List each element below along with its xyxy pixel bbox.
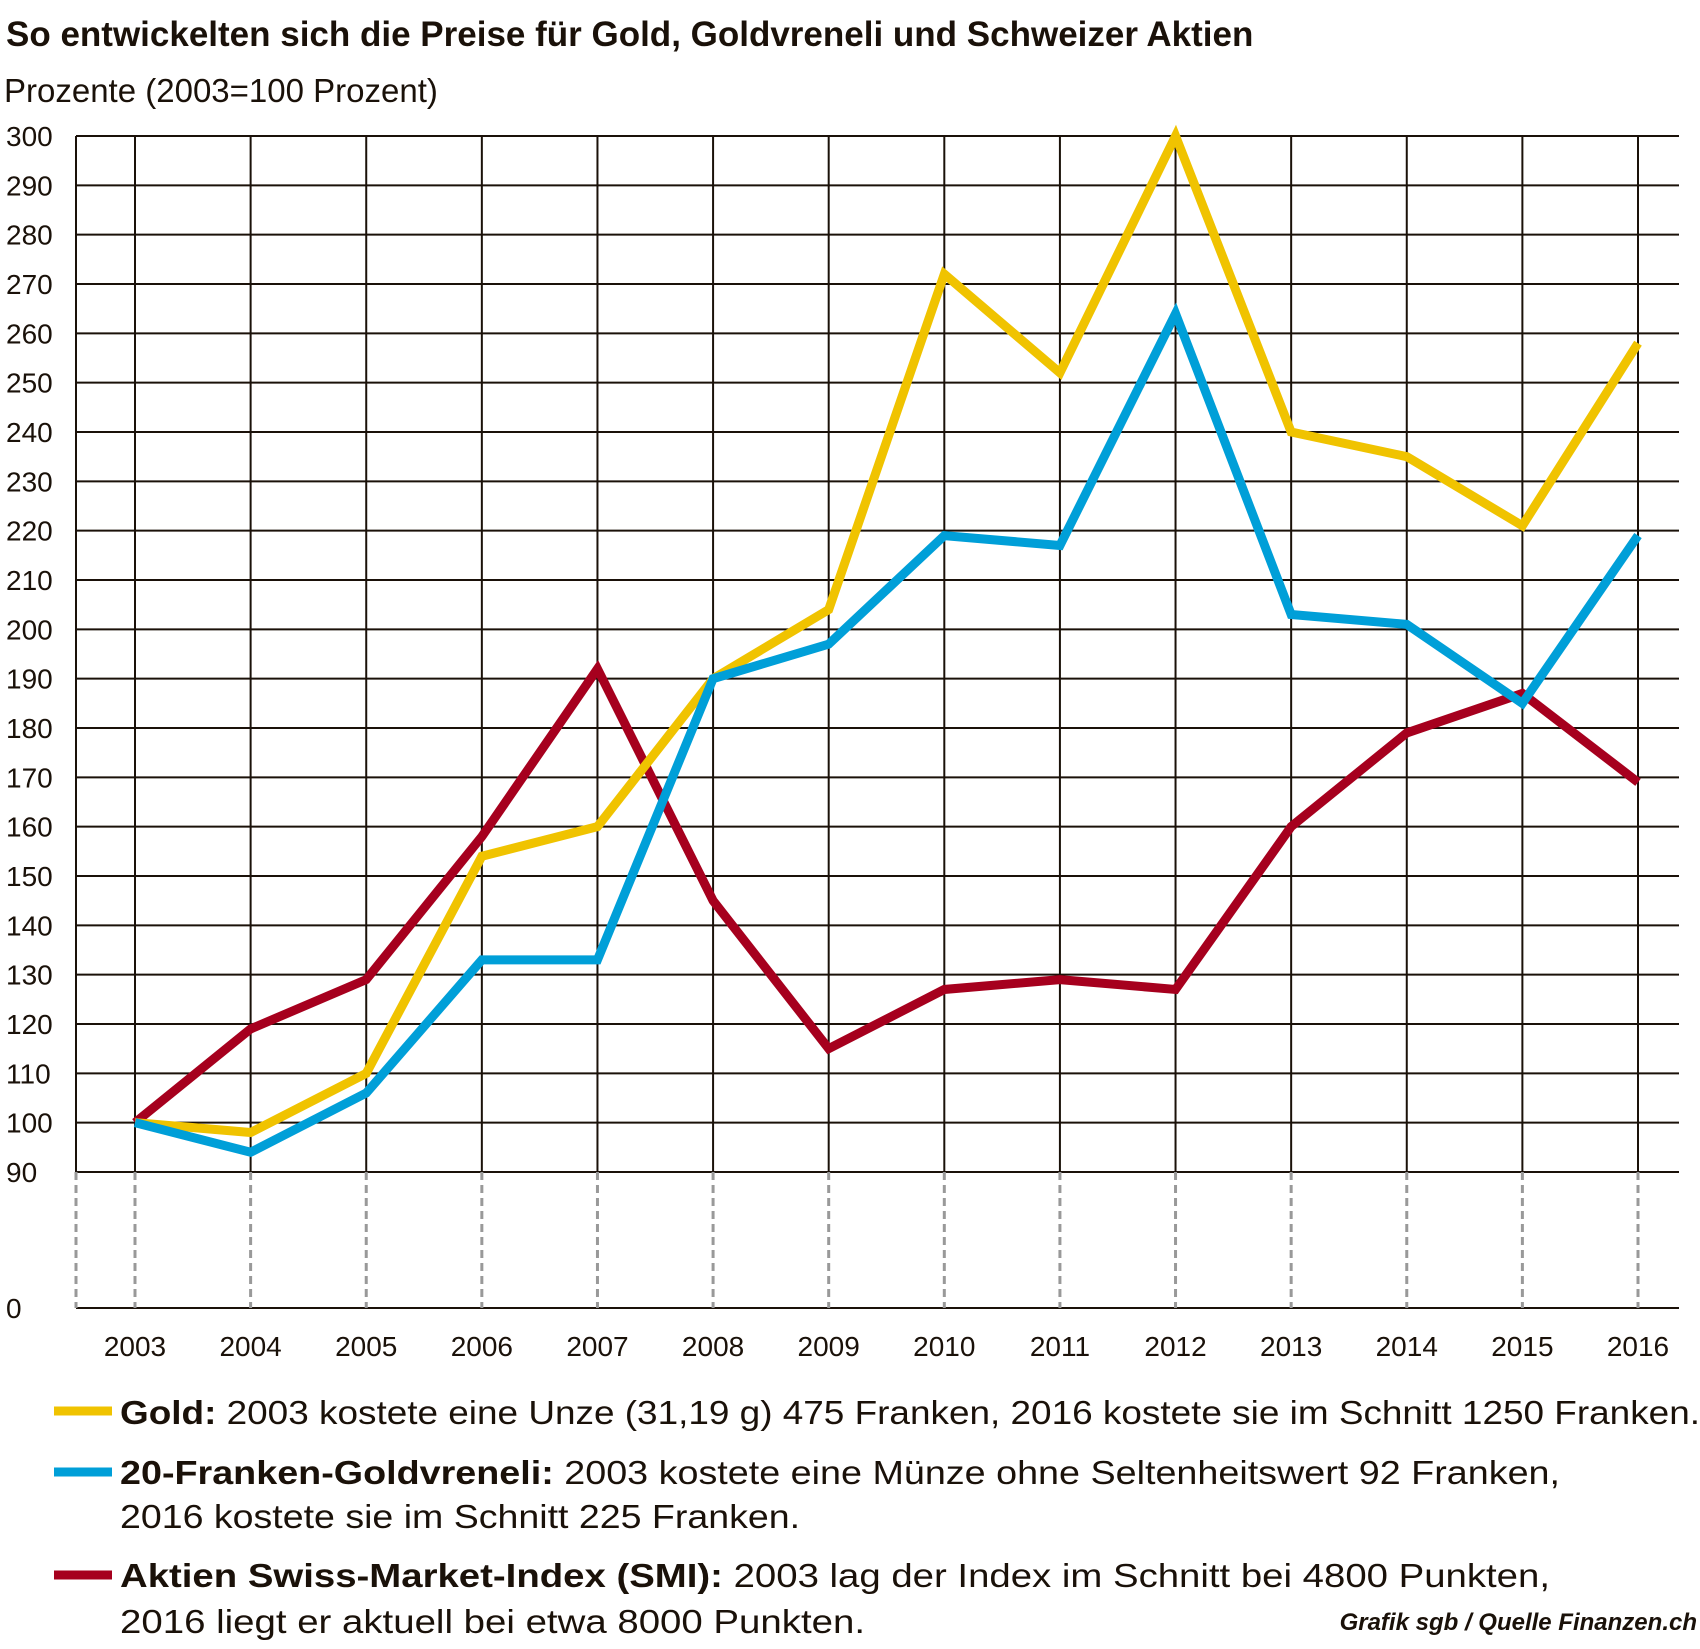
x-tick-label: 2004 bbox=[219, 1331, 281, 1362]
y-tick-label: 300 bbox=[6, 121, 53, 152]
x-tick-label: 2010 bbox=[913, 1331, 975, 1362]
y-tick-label: 90 bbox=[6, 1157, 37, 1188]
y-tick-label: 0 bbox=[6, 1293, 22, 1324]
x-tick-label: 2005 bbox=[335, 1331, 397, 1362]
x-tick-label: 2013 bbox=[1260, 1331, 1322, 1362]
y-ticks: 300 290 280 270 260 250 240 230 220 210 200 190 180 1… bbox=[6, 121, 53, 1324]
y-tick-label: 130 bbox=[6, 960, 53, 991]
x-tick-label: 2006 bbox=[451, 1331, 513, 1362]
x-ticks: 2003 2004 2005 2006 2007 2008 2009 2010 2011 2012… bbox=[104, 1331, 1669, 1362]
series-line-gold bbox=[134, 124, 1642, 1138]
x-tick-label: 2008 bbox=[682, 1331, 744, 1362]
y-tick-label: 200 bbox=[6, 614, 53, 645]
legend-item-vreneli: 20-Franken-Goldvreneli: 2003 kostete ein… bbox=[54, 1454, 1560, 1535]
y-tick-label: 190 bbox=[6, 664, 53, 695]
legend-text-gold: Gold: 2003 kostete eine Unze (31,19 g) 4… bbox=[120, 1394, 1700, 1431]
legend-item-smi: Aktien Swiss-Market-Index (SMI): 2003 la… bbox=[54, 1557, 1550, 1640]
legend-text-smi-2: 2016 liegt er aktuell bei etwa 8000 Punk… bbox=[120, 1603, 865, 1640]
y-tick-label: 280 bbox=[6, 220, 53, 251]
legend: Gold: 2003 kostete eine Unze (31,19 g) 4… bbox=[54, 1394, 1700, 1640]
legend-text-smi: Aktien Swiss-Market-Index (SMI): 2003 la… bbox=[120, 1557, 1550, 1594]
y-tick-label: 290 bbox=[6, 170, 53, 201]
x-tick-label: 2011 bbox=[1030, 1331, 1090, 1362]
x-tick-label: 2012 bbox=[1144, 1331, 1206, 1362]
y-tick-label: 250 bbox=[6, 368, 53, 399]
grid bbox=[74, 135, 1679, 1309]
y-tick-label: 140 bbox=[6, 910, 53, 941]
chart-title: So entwickelten sich die Preise für Gold… bbox=[6, 15, 1253, 54]
y-tick-label: 260 bbox=[6, 318, 53, 349]
y-axis-label: Prozente (2003=100 Prozent) bbox=[4, 72, 438, 109]
y-tick-label: 110 bbox=[6, 1058, 51, 1089]
y-tick-label: 150 bbox=[6, 861, 53, 892]
y-tick-label: 230 bbox=[6, 466, 53, 497]
series-line-vreneli bbox=[133, 302, 1642, 1158]
x-tick-label: 2014 bbox=[1376, 1331, 1438, 1362]
series-lines bbox=[132, 124, 1642, 1158]
y-tick-label: 240 bbox=[6, 417, 53, 448]
legend-text-vreneli: 20-Franken-Goldvreneli: 2003 kostete ein… bbox=[120, 1454, 1560, 1491]
y-tick-label: 270 bbox=[6, 269, 53, 300]
legend-item-gold: Gold: 2003 kostete eine Unze (31,19 g) 4… bbox=[54, 1394, 1700, 1431]
y-tick-label: 210 bbox=[6, 565, 53, 596]
y-tick-label: 160 bbox=[6, 812, 53, 843]
y-tick-label: 180 bbox=[6, 713, 53, 744]
x-tick-label: 2007 bbox=[566, 1331, 628, 1362]
y-tick-label: 100 bbox=[6, 1108, 53, 1139]
y-tick-label: 220 bbox=[6, 516, 53, 547]
source-credit: Grafik sgb / Quelle Finanzen.ch bbox=[1340, 1609, 1697, 1636]
y-tick-label: 170 bbox=[6, 762, 53, 793]
series-line-smi bbox=[132, 659, 1641, 1127]
x-tick-label: 2003 bbox=[104, 1331, 166, 1362]
legend-text-vreneli-2: 2016 kostete sie im Schnitt 225 Franken. bbox=[120, 1498, 800, 1535]
x-tick-label: 2009 bbox=[798, 1331, 860, 1362]
x-tick-label: 2015 bbox=[1491, 1331, 1553, 1362]
y-tick-label: 120 bbox=[6, 1009, 53, 1040]
x-tick-label: 2016 bbox=[1607, 1331, 1669, 1362]
